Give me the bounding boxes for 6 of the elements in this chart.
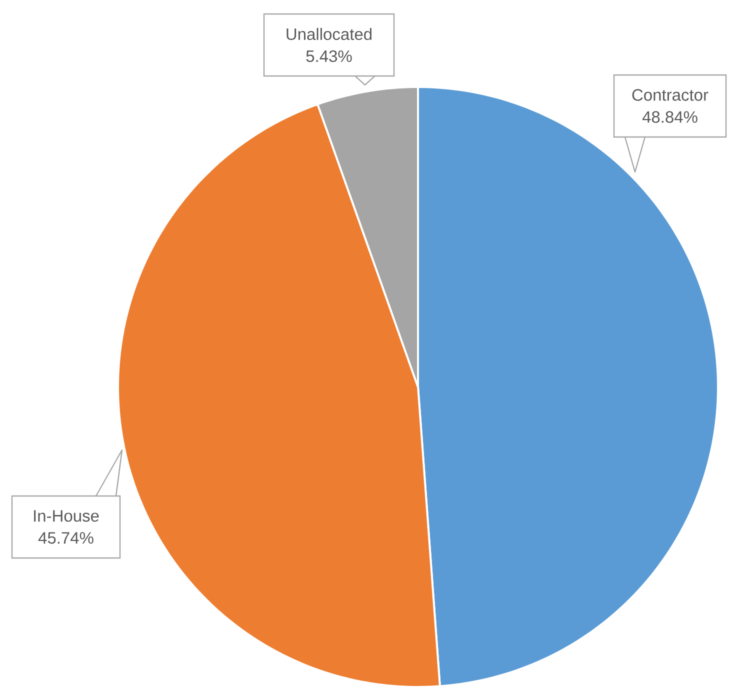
- data-label: 48.84%: [642, 111, 698, 123]
- data-label: 45.74%: [38, 532, 94, 544]
- data-label: 5.43%: [306, 50, 352, 62]
- slice-label: Contractor: [632, 89, 708, 101]
- slice-label: In-House: [34, 510, 99, 522]
- slice-label: Unallocated: [286, 28, 372, 40]
